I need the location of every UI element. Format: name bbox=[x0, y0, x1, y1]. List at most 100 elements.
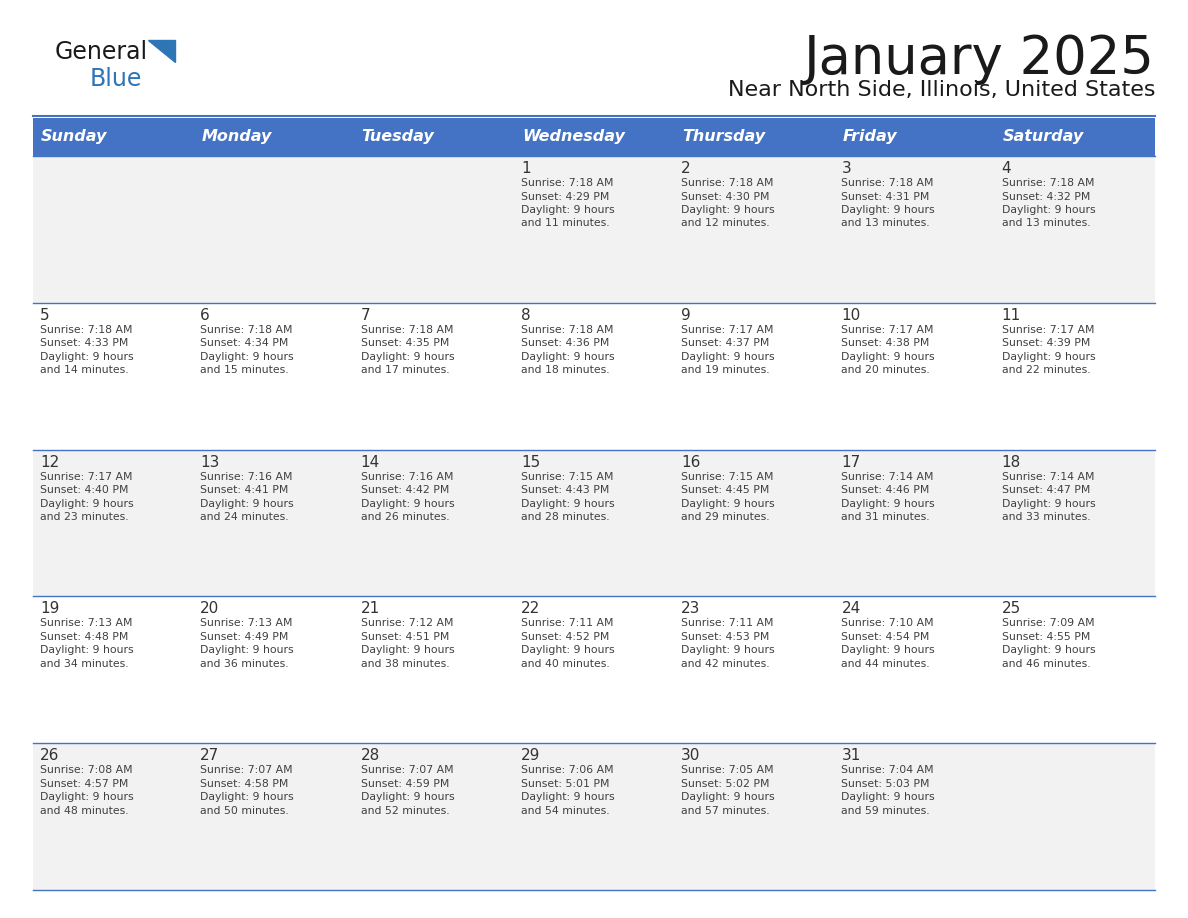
Text: Daylight: 9 hours: Daylight: 9 hours bbox=[201, 792, 293, 802]
Text: 30: 30 bbox=[681, 748, 701, 763]
Text: Daylight: 9 hours: Daylight: 9 hours bbox=[201, 645, 293, 655]
Text: and 11 minutes.: and 11 minutes. bbox=[520, 218, 609, 229]
Text: Sunrise: 7:18 AM: Sunrise: 7:18 AM bbox=[520, 325, 613, 335]
Text: Thursday: Thursday bbox=[682, 129, 765, 144]
Bar bbox=[994, 118, 1155, 156]
Text: and 31 minutes.: and 31 minutes. bbox=[841, 512, 930, 522]
Text: Daylight: 9 hours: Daylight: 9 hours bbox=[201, 498, 293, 509]
Text: Sunrise: 7:14 AM: Sunrise: 7:14 AM bbox=[841, 472, 934, 482]
Text: and 50 minutes.: and 50 minutes. bbox=[201, 806, 289, 816]
Text: Sunset: 4:37 PM: Sunset: 4:37 PM bbox=[681, 339, 770, 348]
Text: and 40 minutes.: and 40 minutes. bbox=[520, 659, 609, 669]
Text: Sunset: 4:47 PM: Sunset: 4:47 PM bbox=[1001, 485, 1091, 495]
Text: 2: 2 bbox=[681, 161, 690, 176]
Text: 17: 17 bbox=[841, 454, 860, 470]
Text: Sunrise: 7:16 AM: Sunrise: 7:16 AM bbox=[201, 472, 292, 482]
Text: 23: 23 bbox=[681, 601, 701, 616]
Text: 14: 14 bbox=[361, 454, 380, 470]
Text: Daylight: 9 hours: Daylight: 9 hours bbox=[681, 792, 775, 802]
Text: and 23 minutes.: and 23 minutes. bbox=[40, 512, 128, 522]
Text: 15: 15 bbox=[520, 454, 541, 470]
Text: and 18 minutes.: and 18 minutes. bbox=[520, 365, 609, 375]
Text: Sunset: 4:57 PM: Sunset: 4:57 PM bbox=[40, 778, 128, 789]
Text: Sunrise: 7:18 AM: Sunrise: 7:18 AM bbox=[681, 178, 773, 188]
Text: 24: 24 bbox=[841, 601, 860, 616]
Text: Sunrise: 7:14 AM: Sunrise: 7:14 AM bbox=[1001, 472, 1094, 482]
Text: 9: 9 bbox=[681, 308, 691, 323]
Text: Daylight: 9 hours: Daylight: 9 hours bbox=[361, 645, 454, 655]
Text: Daylight: 9 hours: Daylight: 9 hours bbox=[841, 498, 935, 509]
Text: Sunrise: 7:11 AM: Sunrise: 7:11 AM bbox=[520, 619, 613, 629]
Text: Sunrise: 7:18 AM: Sunrise: 7:18 AM bbox=[40, 325, 133, 335]
Text: Daylight: 9 hours: Daylight: 9 hours bbox=[681, 352, 775, 362]
Text: 10: 10 bbox=[841, 308, 860, 323]
Text: 26: 26 bbox=[40, 748, 59, 763]
Bar bbox=[834, 303, 994, 450]
Text: Sunset: 5:03 PM: Sunset: 5:03 PM bbox=[841, 778, 930, 789]
Text: 12: 12 bbox=[40, 454, 59, 470]
Text: Sunset: 4:39 PM: Sunset: 4:39 PM bbox=[1001, 339, 1091, 348]
Text: Sunrise: 7:17 AM: Sunrise: 7:17 AM bbox=[40, 472, 133, 482]
Text: Sunset: 4:40 PM: Sunset: 4:40 PM bbox=[40, 485, 128, 495]
Text: and 20 minutes.: and 20 minutes. bbox=[841, 365, 930, 375]
Text: Sunrise: 7:13 AM: Sunrise: 7:13 AM bbox=[40, 619, 133, 629]
Bar bbox=[514, 744, 674, 890]
Text: Sunset: 4:52 PM: Sunset: 4:52 PM bbox=[520, 632, 609, 642]
Text: Daylight: 9 hours: Daylight: 9 hours bbox=[681, 498, 775, 509]
Text: 8: 8 bbox=[520, 308, 531, 323]
Text: Daylight: 9 hours: Daylight: 9 hours bbox=[841, 205, 935, 215]
Bar bbox=[33, 303, 194, 450]
Text: Sunset: 4:46 PM: Sunset: 4:46 PM bbox=[841, 485, 930, 495]
Text: Sunrise: 7:09 AM: Sunrise: 7:09 AM bbox=[1001, 619, 1094, 629]
Text: 28: 28 bbox=[361, 748, 380, 763]
Text: 3: 3 bbox=[841, 161, 851, 176]
Bar bbox=[674, 450, 834, 597]
Bar bbox=[994, 450, 1155, 597]
Text: and 29 minutes.: and 29 minutes. bbox=[681, 512, 770, 522]
Text: 1: 1 bbox=[520, 161, 531, 176]
Text: 13: 13 bbox=[201, 454, 220, 470]
Bar bbox=[194, 450, 354, 597]
Text: Sunrise: 7:08 AM: Sunrise: 7:08 AM bbox=[40, 766, 133, 775]
Text: Friday: Friday bbox=[842, 129, 897, 144]
Bar bbox=[514, 118, 674, 156]
Text: 11: 11 bbox=[1001, 308, 1020, 323]
Bar bbox=[674, 303, 834, 450]
Text: 7: 7 bbox=[361, 308, 371, 323]
Text: Monday: Monday bbox=[201, 129, 272, 144]
Text: Sunrise: 7:17 AM: Sunrise: 7:17 AM bbox=[841, 325, 934, 335]
Text: Daylight: 9 hours: Daylight: 9 hours bbox=[681, 645, 775, 655]
Text: Sunset: 4:55 PM: Sunset: 4:55 PM bbox=[1001, 632, 1091, 642]
Text: January 2025: January 2025 bbox=[804, 33, 1155, 85]
Text: General: General bbox=[55, 40, 148, 64]
Text: Daylight: 9 hours: Daylight: 9 hours bbox=[361, 498, 454, 509]
Text: Daylight: 9 hours: Daylight: 9 hours bbox=[520, 498, 614, 509]
Text: Saturday: Saturday bbox=[1003, 129, 1083, 144]
Text: Daylight: 9 hours: Daylight: 9 hours bbox=[361, 352, 454, 362]
Polygon shape bbox=[148, 40, 175, 62]
Bar bbox=[834, 744, 994, 890]
Text: Sunset: 4:31 PM: Sunset: 4:31 PM bbox=[841, 192, 930, 201]
Text: Sunset: 4:43 PM: Sunset: 4:43 PM bbox=[520, 485, 609, 495]
Text: and 12 minutes.: and 12 minutes. bbox=[681, 218, 770, 229]
Text: and 46 minutes.: and 46 minutes. bbox=[1001, 659, 1091, 669]
Text: and 48 minutes.: and 48 minutes. bbox=[40, 806, 128, 816]
Text: Sunrise: 7:07 AM: Sunrise: 7:07 AM bbox=[361, 766, 453, 775]
Text: Sunrise: 7:06 AM: Sunrise: 7:06 AM bbox=[520, 766, 613, 775]
Text: 25: 25 bbox=[1001, 601, 1020, 616]
Bar bbox=[194, 744, 354, 890]
Text: and 36 minutes.: and 36 minutes. bbox=[201, 659, 289, 669]
Text: Sunrise: 7:18 AM: Sunrise: 7:18 AM bbox=[841, 178, 934, 188]
Text: Sunset: 4:42 PM: Sunset: 4:42 PM bbox=[361, 485, 449, 495]
Text: 20: 20 bbox=[201, 601, 220, 616]
Bar bbox=[834, 450, 994, 597]
Text: Sunset: 4:35 PM: Sunset: 4:35 PM bbox=[361, 339, 449, 348]
Text: and 17 minutes.: and 17 minutes. bbox=[361, 365, 449, 375]
Text: Sunset: 4:41 PM: Sunset: 4:41 PM bbox=[201, 485, 289, 495]
Text: Sunrise: 7:05 AM: Sunrise: 7:05 AM bbox=[681, 766, 773, 775]
Text: 4: 4 bbox=[1001, 161, 1011, 176]
Bar bbox=[33, 118, 194, 156]
Text: 19: 19 bbox=[40, 601, 59, 616]
Text: Sunrise: 7:11 AM: Sunrise: 7:11 AM bbox=[681, 619, 773, 629]
Text: Sunset: 4:45 PM: Sunset: 4:45 PM bbox=[681, 485, 770, 495]
